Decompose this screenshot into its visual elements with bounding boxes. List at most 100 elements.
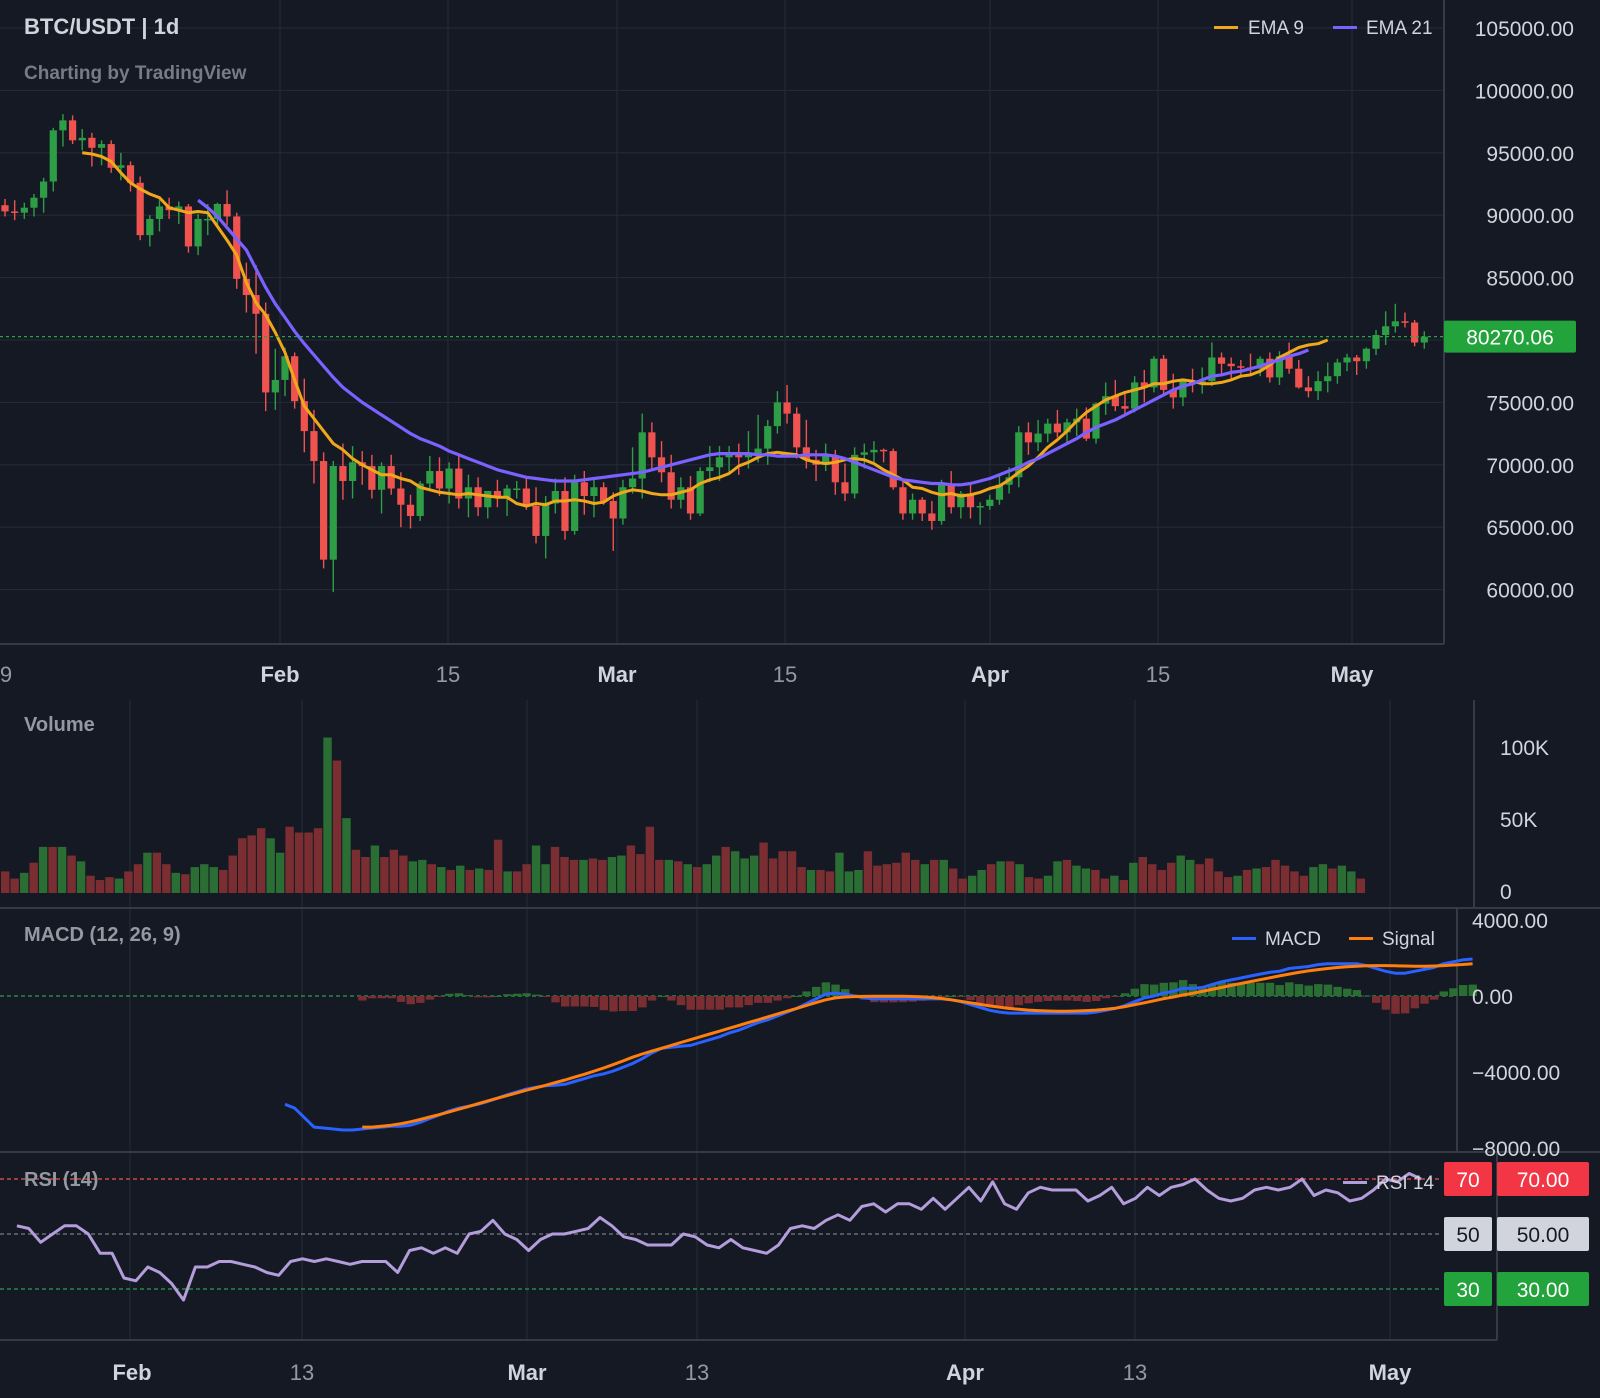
macd-tick-label: 0.00 bbox=[1472, 986, 1513, 1009]
volume-bar bbox=[1223, 877, 1233, 893]
volume-bar bbox=[721, 846, 730, 893]
candle bbox=[1304, 376, 1313, 398]
candle-body bbox=[97, 144, 106, 148]
candle bbox=[223, 190, 231, 226]
ema9-legend-label: EMA 9 bbox=[1248, 18, 1304, 39]
macd-hist-bar bbox=[840, 989, 850, 996]
candle-body bbox=[1420, 336, 1428, 343]
candle-body bbox=[233, 216, 241, 279]
candle bbox=[1314, 371, 1322, 400]
volume-bar bbox=[323, 737, 332, 893]
volume-bar bbox=[901, 852, 910, 893]
volume-bar bbox=[1176, 855, 1185, 893]
candle-body bbox=[590, 487, 598, 496]
volume-bar bbox=[569, 859, 579, 893]
volume-bar bbox=[124, 871, 133, 893]
candle-body bbox=[783, 402, 791, 414]
candle-body bbox=[117, 165, 125, 168]
volume-bar bbox=[190, 867, 199, 893]
candle bbox=[155, 200, 164, 232]
volume-bar bbox=[1100, 878, 1110, 893]
candle bbox=[1266, 352, 1274, 383]
symbol-title: BTC/USDT | 1d bbox=[24, 14, 179, 39]
candle-body bbox=[204, 218, 212, 221]
candle-body bbox=[397, 488, 405, 505]
macd-hist-bar bbox=[1034, 996, 1043, 1002]
candle bbox=[571, 474, 579, 535]
macd-hist-bar bbox=[657, 996, 666, 997]
macd-hist-bar bbox=[831, 984, 840, 996]
candle bbox=[20, 202, 28, 219]
candle-body bbox=[155, 206, 164, 219]
price-tick-label: 100000.00 bbox=[1475, 80, 1574, 103]
candle-body bbox=[764, 426, 772, 449]
volume-bar bbox=[617, 855, 626, 893]
macd-hist-bar bbox=[560, 996, 570, 1007]
volume-bar bbox=[1347, 871, 1356, 893]
volume-pane-title: Volume bbox=[24, 714, 95, 736]
macd-hist-bar bbox=[1227, 982, 1236, 996]
volume-bar bbox=[626, 845, 636, 893]
candle-body bbox=[1131, 382, 1139, 409]
volume-bar bbox=[152, 852, 162, 893]
candle-body bbox=[1160, 358, 1168, 390]
volume-bar bbox=[1328, 868, 1337, 893]
volume-bar bbox=[332, 760, 342, 893]
candle bbox=[1285, 342, 1293, 374]
candle bbox=[117, 152, 125, 181]
candle-body bbox=[1044, 423, 1052, 434]
candle-body bbox=[49, 130, 57, 182]
ema9-line bbox=[82, 151, 1329, 508]
volume-bar bbox=[1309, 867, 1318, 893]
volume-bar bbox=[740, 858, 749, 893]
volume-bar bbox=[996, 861, 1005, 893]
volume-bar bbox=[863, 851, 873, 893]
candle-body bbox=[657, 457, 666, 473]
macd-hist-bar bbox=[821, 982, 831, 996]
candle-body bbox=[368, 466, 376, 490]
macd-hist-bar bbox=[715, 996, 724, 1010]
candle bbox=[551, 478, 559, 514]
candle bbox=[59, 114, 67, 147]
macd-hist-bar bbox=[638, 996, 647, 1008]
macd-hist-bar bbox=[792, 996, 802, 997]
volume-bar bbox=[1024, 877, 1034, 893]
macd-hist-bar bbox=[512, 993, 522, 996]
candle-body bbox=[957, 493, 965, 508]
candle bbox=[706, 446, 714, 483]
candle-body bbox=[532, 505, 540, 536]
candle-body bbox=[1217, 357, 1226, 364]
volume-bar bbox=[674, 861, 683, 893]
price-tick-label: 95000.00 bbox=[1486, 143, 1574, 166]
candle-body bbox=[416, 483, 424, 516]
candle bbox=[310, 409, 318, 484]
time-tick-bottom: Apr bbox=[946, 1360, 984, 1385]
candle bbox=[1227, 357, 1235, 380]
candle bbox=[397, 472, 405, 528]
macd-hist-bar bbox=[1111, 996, 1120, 997]
candle-body bbox=[580, 482, 588, 496]
candle-body bbox=[223, 203, 231, 217]
candle bbox=[513, 481, 521, 499]
candle-body bbox=[435, 471, 444, 489]
candle-body bbox=[1266, 358, 1274, 378]
macd-tick-label: −4000.00 bbox=[1472, 1062, 1560, 1085]
candlesticks[interactable] bbox=[1, 114, 1428, 593]
time-tick-top: 9 bbox=[0, 662, 12, 687]
candle-body bbox=[426, 471, 434, 484]
candle bbox=[542, 496, 550, 559]
macd-hist-bar bbox=[976, 996, 985, 1004]
candle bbox=[1391, 303, 1399, 333]
macd-hist-bar bbox=[1275, 985, 1284, 996]
macd-hist-bar bbox=[358, 996, 367, 1001]
volume-bar bbox=[19, 872, 29, 893]
macd-hist-bar bbox=[1246, 982, 1255, 996]
candle-body bbox=[870, 449, 878, 453]
volume-bar bbox=[181, 874, 190, 893]
price-tick-label: 105000.00 bbox=[1475, 18, 1574, 41]
volume-bar bbox=[67, 855, 76, 893]
macd-hist-bar bbox=[1420, 996, 1429, 1004]
candle-body bbox=[1304, 387, 1313, 392]
macd-hist-bar bbox=[754, 996, 763, 1003]
